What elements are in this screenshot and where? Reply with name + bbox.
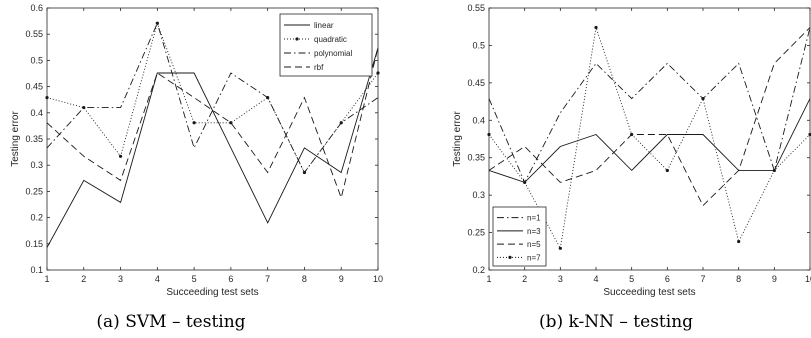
data-point-marker	[737, 239, 741, 244]
series-line-linear	[46, 47, 379, 248]
legend-swatch-marker	[295, 37, 299, 41]
data-point-marker	[192, 121, 196, 125]
x-tick-label: 7	[265, 274, 270, 284]
legend: n=1 n=3 n=5 n=7	[492, 206, 547, 267]
x-tick-label: 4	[155, 274, 160, 284]
data-point-marker	[665, 168, 669, 173]
x-tick-label: 10	[373, 274, 383, 284]
x-tick-label: 5	[192, 274, 197, 284]
data-point-marker	[376, 71, 380, 75]
figure-caption: (a) SVM – testing	[96, 312, 245, 332]
y-tick-label: 0.1	[30, 265, 43, 275]
x-tick-label: 9	[339, 274, 344, 284]
series-line-n-1	[488, 27, 811, 184]
data-point-marker	[155, 21, 159, 25]
legend-box	[492, 206, 547, 267]
x-tick-label: 5	[629, 274, 634, 284]
y-tick-label: 0.45	[467, 78, 485, 88]
legend-entry-label: linear	[314, 21, 334, 30]
series-line-rbf	[46, 47, 379, 200]
x-tick-label: 7	[700, 274, 705, 284]
x-tick-label: 9	[772, 274, 777, 284]
data-point-marker	[45, 96, 49, 100]
x-tick-label: 8	[736, 274, 741, 284]
x-tick-label: 3	[558, 274, 563, 284]
x-tick-label: 1	[44, 274, 49, 284]
y-tick-label: 0.4	[472, 115, 485, 125]
x-tick-label: 3	[118, 274, 123, 284]
legend-entry-label: quadratic	[314, 35, 347, 44]
y-tick-label: 0.3	[30, 160, 43, 170]
data-point-marker	[118, 154, 123, 158]
legend-entry-label: n=5	[527, 240, 541, 249]
legend-entry-label: rbf	[314, 63, 324, 72]
series-line-n-5	[488, 27, 811, 207]
data-point-marker	[630, 132, 634, 137]
x-tick-label: 1	[486, 274, 491, 284]
x-axis-label: Succeeding test sets	[603, 287, 695, 298]
y-tick-label: 0.6	[30, 3, 43, 13]
y-tick-label: 0.15	[25, 239, 43, 249]
plot-area-frame	[488, 7, 811, 271]
x-axis-label: Succeeding test sets	[166, 287, 258, 298]
y-tick-label: 0.2	[472, 265, 485, 275]
data-point-marker	[487, 132, 491, 137]
x-tick-label: 10	[805, 274, 811, 284]
y-tick-label: 0.25	[25, 186, 43, 196]
y-tick-label: 0.35	[467, 153, 485, 163]
data-point-marker	[772, 168, 776, 173]
y-axis-label: Testing error	[10, 111, 21, 167]
legend-entry-label: polynomial	[314, 49, 352, 58]
x-tick-label: 2	[81, 274, 86, 284]
series-line-polynomial	[46, 21, 379, 174]
x-tick-label: 4	[593, 274, 598, 284]
y-tick-label: 0.4	[30, 108, 43, 118]
series-line-n-7	[488, 27, 811, 250]
legend-entry-label: n=1	[527, 214, 541, 223]
x-tick-label: 6	[665, 274, 670, 284]
y-tick-label: 0.45	[25, 82, 43, 92]
legend-entry-label: n=7	[527, 253, 541, 262]
legend-swatch-marker	[508, 255, 512, 259]
data-point-marker	[701, 96, 705, 101]
x-tick-label: 8	[302, 274, 307, 284]
y-axis-label: Testing error	[452, 111, 463, 167]
data-point-marker	[594, 25, 598, 30]
y-tick-label: 0.3	[472, 190, 485, 200]
series-line-n-3	[488, 98, 811, 183]
data-point-marker	[523, 180, 527, 185]
x-tick-label: 6	[228, 274, 233, 284]
y-tick-label: 0.55	[467, 3, 485, 13]
legend: linear quadratic polynomial rbf	[279, 13, 373, 77]
legend-entry-label: n=3	[527, 227, 541, 236]
y-tick-label: 0.5	[30, 55, 43, 65]
data-point-marker	[558, 246, 562, 250]
y-tick-label: 0.2	[30, 213, 43, 223]
y-tick-label: 0.25	[467, 228, 485, 238]
data-point-marker	[808, 132, 811, 137]
x-tick-label: 2	[522, 274, 527, 284]
legend-box	[279, 13, 373, 77]
y-tick-label: 0.55	[25, 29, 43, 39]
svm-chart-panel: 1 2 3 4 5 6 7 8 9 10 0.1 0.15 0.2 0.25 0.3 0.35 0.4 0.45 0…	[10, 3, 383, 332]
y-tick-label: 0.35	[25, 134, 43, 144]
figure-caption: (b) k-NN – testing	[539, 312, 693, 332]
y-tick-label: 0.5	[472, 40, 485, 50]
knn-chart-panel: 1 2 3 4 5 6 7 8 9 10 0.2 0.25 0.3 0.35 0.4 0.45 0.5 0.55 S…	[452, 3, 811, 332]
